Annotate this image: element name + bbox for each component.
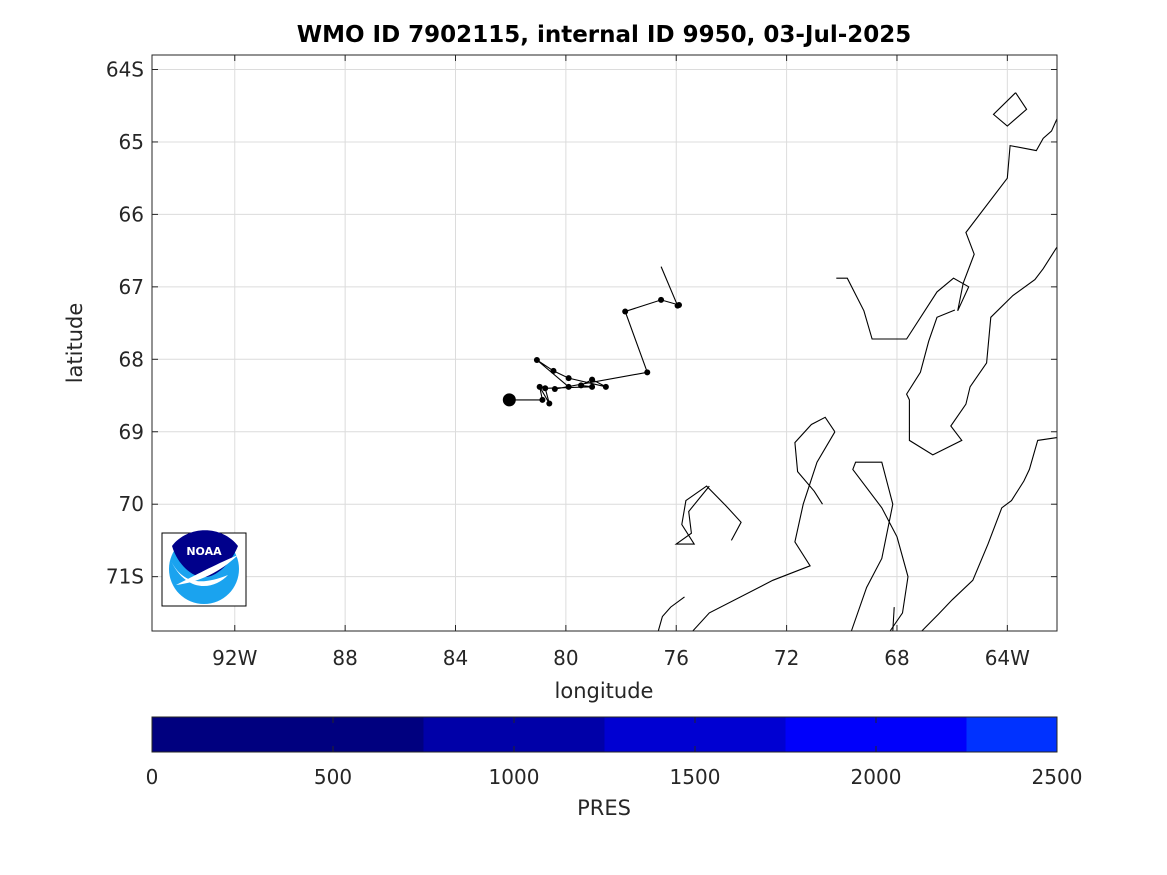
x-tick-label: 68 — [884, 646, 909, 670]
colorbar-frame — [151, 716, 1058, 753]
colorbar-tick-label: 1000 — [489, 765, 540, 789]
gridlines — [152, 55, 1057, 631]
profile-point — [539, 396, 546, 403]
map-title: WMO ID 7902115, internal ID 9950, 03-Jul… — [297, 22, 912, 48]
map-axes: 92W 88 84 80 76 72 68 64W 64S 65 66 67 68 69 70 71S — [106, 54, 1058, 670]
profile-point — [674, 302, 681, 309]
x-tick-labels: 92W 88 84 80 76 72 68 64W — [212, 646, 1030, 670]
logo-text: NOAA — [186, 545, 222, 558]
profile-point — [536, 383, 543, 390]
x-tick-label: 84 — [443, 646, 468, 670]
x-tick-label: 88 — [332, 646, 357, 670]
colorbar-label: PRES — [577, 796, 631, 820]
colorbar-tick-label: 500 — [314, 765, 352, 789]
x-tick-label: 76 — [664, 646, 689, 670]
profile-point — [546, 400, 553, 407]
x-tick-label: 92W — [212, 646, 257, 670]
profile-point — [602, 383, 609, 390]
profile-point — [533, 357, 540, 364]
latest-position-marker — [502, 393, 516, 407]
colorbar-bands — [152, 717, 1057, 752]
colorbar-band — [152, 717, 424, 752]
y-tick-label: 71S — [106, 565, 144, 589]
profile-point — [542, 385, 549, 392]
profile-point — [578, 382, 585, 389]
profile-point — [565, 375, 572, 382]
colorbar-tick-label: 2000 — [851, 765, 902, 789]
colorbar: 0 500 1000 1500 2000 2500 PRES — [146, 716, 1083, 820]
profile-point — [565, 383, 572, 390]
colorbar-tick-label: 2500 — [1032, 765, 1083, 789]
coastline — [992, 92, 1028, 127]
coastlines — [657, 92, 1058, 632]
y-tick-label: 64S — [106, 57, 144, 81]
y-tick-labels: 64S 65 66 67 68 69 70 71S — [106, 57, 144, 588]
coastline — [674, 485, 742, 545]
colorbar-ticks: 0 500 1000 1500 2000 2500 — [146, 717, 1083, 789]
plot-frame — [151, 54, 1058, 632]
colorbar-tick-label: 0 — [146, 765, 159, 789]
y-tick-label: 69 — [119, 420, 144, 444]
logo-gull — [176, 555, 238, 585]
coastline — [921, 437, 1058, 632]
profile-point — [644, 369, 651, 376]
profile-point — [658, 296, 665, 303]
coastline — [794, 416, 836, 505]
x-axis-label: longitude — [555, 679, 654, 703]
y-tick-label: 68 — [119, 347, 144, 371]
colorbar-band — [966, 717, 1057, 752]
x-tick-label: 64W — [985, 646, 1030, 670]
coastline — [905, 246, 1058, 456]
y-tick-label: 66 — [119, 202, 144, 226]
colorbar-tick-label: 1500 — [670, 765, 721, 789]
y-axis-label: latitude — [63, 303, 87, 384]
y-tick-label: 65 — [119, 130, 144, 154]
profile-point — [551, 386, 558, 393]
y-tick-label: 70 — [119, 492, 144, 516]
coastline — [657, 431, 836, 632]
profile-point — [589, 383, 596, 390]
profile-point — [589, 376, 596, 383]
x-tick-label: 72 — [774, 646, 799, 670]
float-trajectory — [502, 266, 682, 407]
y-tick-label: 67 — [119, 275, 144, 299]
coastline — [850, 461, 909, 632]
profile-point — [622, 308, 629, 315]
x-tick-label: 80 — [553, 646, 578, 670]
profile-point — [550, 367, 557, 374]
trajectory-tail — [660, 266, 679, 306]
coastline — [836, 118, 1058, 340]
noaa-logo: NOAA — [161, 530, 247, 607]
